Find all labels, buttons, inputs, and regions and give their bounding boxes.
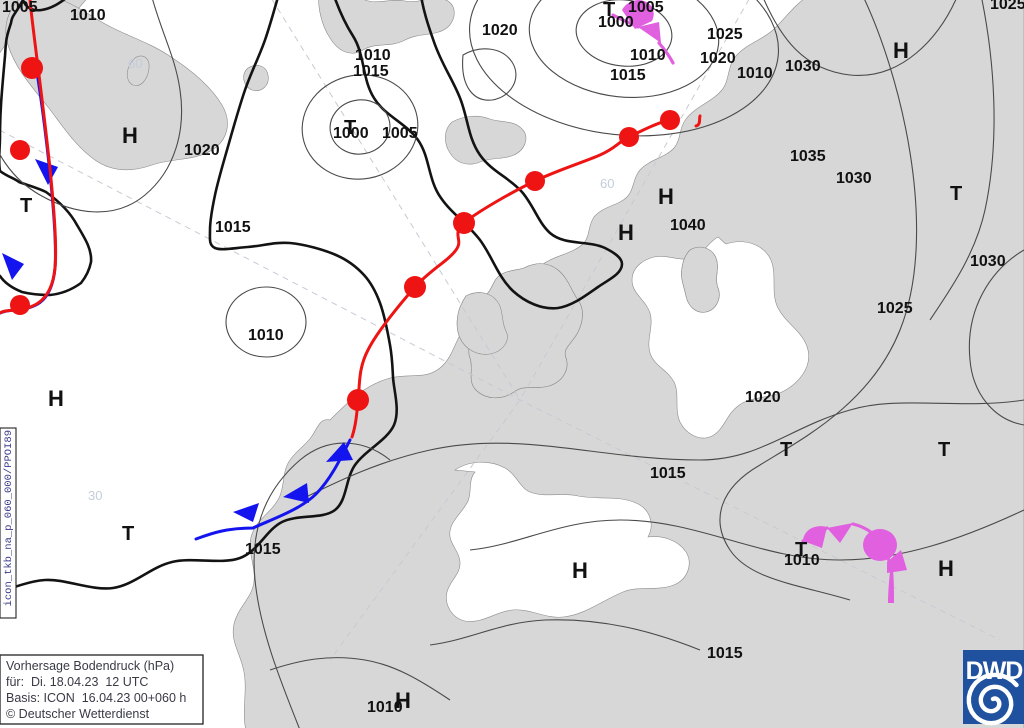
svg-text:1025: 1025 — [877, 300, 913, 317]
svg-text:1005: 1005 — [382, 125, 418, 142]
svg-text:30: 30 — [88, 488, 102, 503]
svg-text:1020: 1020 — [700, 50, 736, 67]
svg-text:1010: 1010 — [248, 327, 284, 344]
svg-text:1015: 1015 — [650, 465, 686, 482]
svg-text:1000: 1000 — [598, 14, 634, 31]
svg-text:60: 60 — [600, 176, 614, 191]
svg-text:1010: 1010 — [70, 7, 106, 24]
svg-text:1015: 1015 — [245, 541, 281, 558]
svg-text:1040: 1040 — [670, 217, 706, 234]
svg-text:H: H — [938, 556, 954, 581]
svg-text:1015: 1015 — [353, 63, 389, 80]
svg-text:1000: 1000 — [333, 125, 369, 142]
svg-text:1015: 1015 — [610, 67, 646, 84]
svg-text:1025: 1025 — [990, 0, 1024, 13]
svg-text:1030: 1030 — [785, 58, 821, 75]
svg-text:1020: 1020 — [184, 142, 220, 159]
svg-text:1010: 1010 — [784, 552, 820, 569]
svg-text:H: H — [658, 184, 674, 209]
svg-text:H: H — [618, 220, 634, 245]
svg-text:1010: 1010 — [737, 65, 773, 82]
svg-text:1035: 1035 — [790, 148, 826, 165]
svg-text:1015: 1015 — [707, 645, 743, 662]
svg-text:60: 60 — [128, 56, 142, 71]
svg-text:T: T — [950, 183, 962, 205]
svg-text:T: T — [122, 523, 134, 545]
svg-text:H: H — [572, 558, 588, 583]
svg-text:T: T — [20, 195, 32, 217]
svg-text:H: H — [893, 38, 909, 63]
svg-text:Vorhersage Bodendruck (hPa): Vorhersage Bodendruck (hPa) — [6, 659, 174, 673]
svg-text:1020: 1020 — [482, 22, 518, 39]
svg-text:1015: 1015 — [215, 219, 251, 236]
svg-text:1030: 1030 — [836, 170, 872, 187]
svg-text:1010: 1010 — [367, 699, 403, 716]
svg-text:Basis: ICON 16.04.23 00+060 h: Basis: ICON 16.04.23 00+060 h — [6, 691, 186, 705]
svg-text:1010: 1010 — [630, 47, 666, 64]
svg-text:T: T — [780, 439, 792, 461]
svg-text:1025: 1025 — [707, 26, 743, 43]
svg-text:© Deutscher Wetterdienst: © Deutscher Wetterdienst — [6, 707, 150, 721]
svg-text:H: H — [48, 386, 64, 411]
svg-text:1030: 1030 — [970, 253, 1006, 270]
svg-text:1010: 1010 — [355, 47, 391, 64]
svg-text:H: H — [122, 123, 138, 148]
svg-text:icon_tkb_na_p_060_000/PPOI89: icon_tkb_na_p_060_000/PPOI89 — [3, 430, 15, 606]
svg-text:T: T — [938, 439, 950, 461]
svg-text:1020: 1020 — [745, 389, 781, 406]
svg-text:1005: 1005 — [2, 0, 38, 16]
svg-text:für: Di. 18.04.23 12 UTC: für: Di. 18.04.23 12 UTC — [6, 675, 148, 689]
